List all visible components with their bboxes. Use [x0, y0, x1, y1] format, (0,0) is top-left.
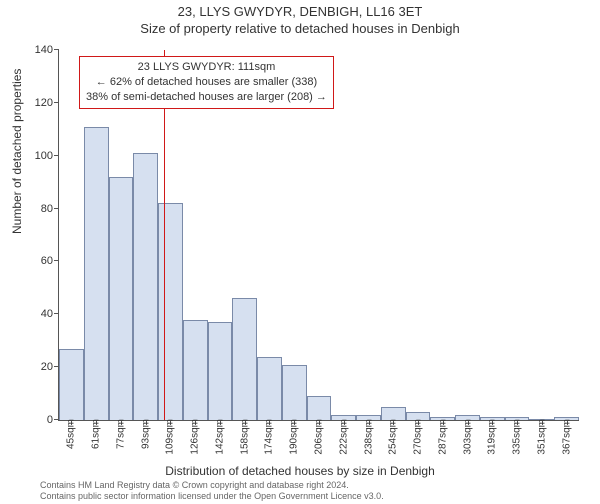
y-axis-label: Number of detached properties: [10, 69, 24, 234]
histogram-bar: [208, 322, 233, 420]
x-tick-label: 142sqm: [214, 419, 225, 455]
x-tick-label: 109sqm: [165, 419, 176, 455]
x-tick-label: 93sqm: [140, 419, 151, 449]
y-tick-label: 140: [25, 44, 53, 56]
y-tick-label: 80: [25, 203, 53, 215]
histogram-bar: [282, 365, 307, 421]
x-tick-label: 367sqm: [561, 419, 572, 455]
x-tick-label: 254sqm: [388, 419, 399, 455]
histogram-chart: 02040608010012014045sqm61sqm77sqm93sqm10…: [58, 50, 578, 420]
annotation-line: ← 62% of detached houses are smaller (33…: [86, 75, 327, 90]
x-tick-label: 319sqm: [487, 419, 498, 455]
histogram-bar: [307, 396, 332, 420]
x-tick-label: 287sqm: [437, 419, 448, 455]
x-tick-label: 206sqm: [314, 419, 325, 455]
x-tick-label: 351sqm: [536, 419, 547, 455]
y-tick-label: 120: [25, 97, 53, 109]
histogram-bar: [257, 357, 282, 420]
x-tick-label: 126sqm: [190, 419, 201, 455]
x-tick-label: 303sqm: [462, 419, 473, 455]
x-tick-label: 77sqm: [115, 419, 126, 449]
annotation-line: 23 LLYS GWYDYR: 111sqm: [86, 60, 327, 75]
histogram-bar: [133, 153, 158, 420]
histogram-bar: [59, 349, 84, 420]
x-tick-label: 45sqm: [66, 419, 77, 449]
page-title-1: 23, LLYS GWYDYR, DENBIGH, LL16 3ET: [0, 4, 600, 19]
x-axis-label: Distribution of detached houses by size …: [0, 464, 600, 478]
annotation-line: 38% of semi-detached houses are larger (…: [86, 90, 327, 105]
x-tick-label: 174sqm: [264, 419, 275, 455]
footer-attribution: Contains HM Land Registry data © Crown c…: [40, 480, 384, 502]
x-tick-label: 335sqm: [512, 419, 523, 455]
histogram-bar: [158, 203, 183, 420]
y-tick-label: 40: [25, 308, 53, 320]
y-tick-label: 60: [25, 255, 53, 267]
histogram-bar: [232, 298, 257, 420]
footer-line-1: Contains HM Land Registry data © Crown c…: [40, 480, 384, 491]
page-title-2: Size of property relative to detached ho…: [0, 21, 600, 36]
histogram-bar: [84, 127, 109, 420]
y-tick-label: 100: [25, 150, 53, 162]
x-tick-label: 158sqm: [239, 419, 250, 455]
histogram-bar: [183, 320, 208, 420]
footer-line-2: Contains public sector information licen…: [40, 491, 384, 502]
x-tick-label: 222sqm: [338, 419, 349, 455]
x-tick-label: 190sqm: [289, 419, 300, 455]
x-tick-label: 270sqm: [413, 419, 424, 455]
annotation-box: 23 LLYS GWYDYR: 111sqm← 62% of detached …: [79, 56, 334, 109]
y-tick-label: 20: [25, 361, 53, 373]
x-tick-label: 238sqm: [363, 419, 374, 455]
histogram-bar: [109, 177, 134, 420]
x-tick-label: 61sqm: [91, 419, 102, 449]
y-tick-label: 0: [25, 414, 53, 426]
